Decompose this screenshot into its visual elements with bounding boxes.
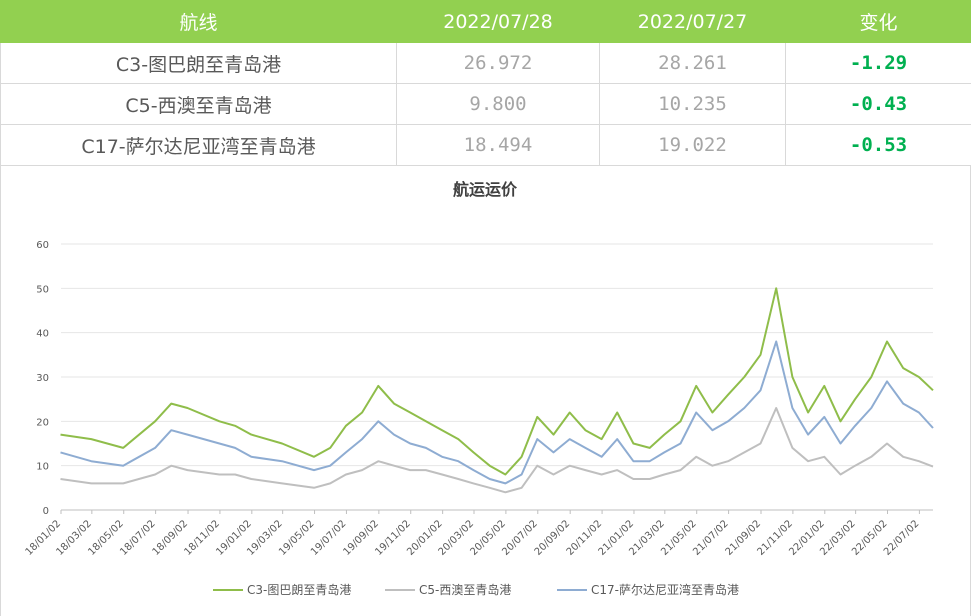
route-name: C17-萨尔达尼亚湾至青岛港: [0, 124, 397, 166]
series-line-2: [60, 407, 934, 494]
table-row: C3-图巴朗至青岛港 26.972 28.261 -1.29: [0, 42, 971, 84]
y-tick-label: 40: [36, 329, 49, 340]
rate-value-1: 26.972: [396, 42, 600, 84]
series-line-3: [60, 340, 934, 485]
freight-rate-table: 航线 2022/07/28 2022/07/27 变化 C3-图巴朗至青岛港 2…: [0, 0, 971, 166]
rate-change: -0.43: [785, 83, 971, 125]
y-tick-label: 0: [43, 506, 49, 517]
header-change: 变化: [785, 0, 971, 43]
series-line-1: [60, 287, 934, 476]
legend-label: C5-西澳至青岛港: [419, 582, 511, 597]
header-route: 航线: [0, 0, 397, 43]
y-tick-label: 60: [36, 240, 49, 251]
table-row: C17-萨尔达尼亚湾至青岛港 18.494 19.022 -0.53: [0, 124, 971, 166]
rate-value-1: 18.494: [396, 124, 600, 166]
rate-change: -1.29: [785, 42, 971, 84]
rate-value-2: 28.261: [599, 42, 786, 84]
y-tick-label: 10: [36, 462, 49, 473]
rate-change: -0.53: [785, 124, 971, 166]
route-name: C5-西澳至青岛港: [0, 83, 397, 125]
y-tick-label: 50: [36, 284, 49, 295]
rate-value-1: 9.800: [396, 83, 600, 125]
y-tick-label: 30: [36, 373, 49, 384]
y-tick-label: 20: [36, 417, 49, 428]
legend-label: C17-萨尔达尼亚湾至青岛港: [591, 582, 739, 597]
x-tick-label: 22/07/02: [882, 518, 922, 558]
table-row: C5-西澳至青岛港 9.800 10.235 -0.43: [0, 83, 971, 125]
header-date-2: 2022/07/27: [599, 0, 786, 43]
chart-container: 航运运价 0 10 20 30 40 50 60 18/01/02 18/03/02 18/05…: [0, 165, 971, 616]
header-date-1: 2022/07/28: [396, 0, 600, 43]
route-name: C3-图巴朗至青岛港: [0, 42, 397, 84]
rate-value-2: 19.022: [599, 124, 786, 166]
table-header-row: 航线 2022/07/28 2022/07/27 变化: [0, 0, 971, 43]
chart-title: 航运运价: [453, 180, 518, 199]
legend-label: C3-图巴朗至青岛港: [247, 582, 351, 597]
rate-value-2: 10.235: [599, 83, 786, 125]
